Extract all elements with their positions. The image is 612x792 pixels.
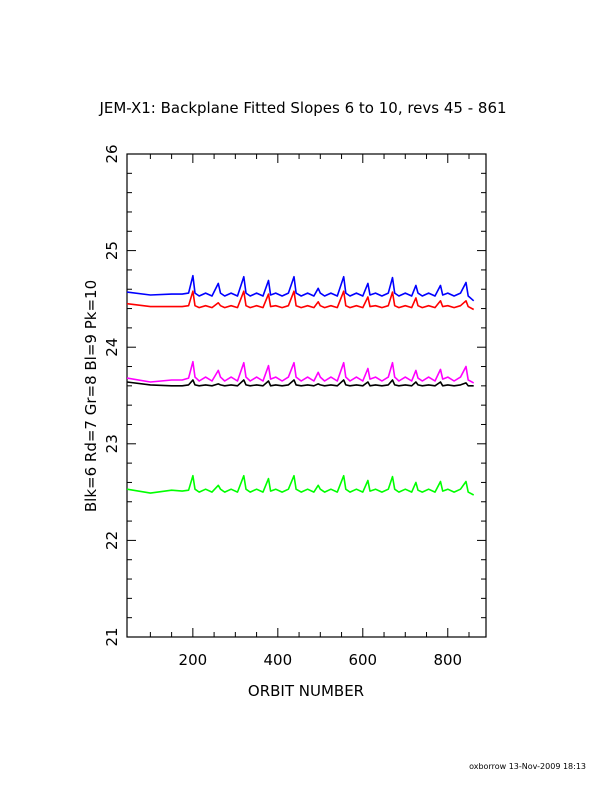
x-tick-label: 400 <box>264 651 293 669</box>
plot-series <box>126 274 475 496</box>
x-axis-label: ORBIT NUMBER <box>248 682 364 700</box>
x-tick-label: 200 <box>179 651 208 669</box>
y-tick-label: 26 <box>103 144 121 163</box>
series-line-5 <box>126 360 475 384</box>
y-tick-label: 23 <box>103 434 121 453</box>
x-tick-label: 600 <box>348 651 377 669</box>
plot-frame <box>126 153 487 638</box>
footer-signature: oxborrow 13-Nov-2009 18:13 <box>469 762 586 771</box>
series-line-3 <box>126 474 475 496</box>
x-tick-label: 800 <box>433 651 462 669</box>
plot-axes: 200 400 600 800 21 22 23 24 25 26 <box>103 144 487 669</box>
series-line-4 <box>126 274 475 302</box>
chart-title: JEM-X1: Backplane Fitted Slopes 6 to 10,… <box>98 99 506 117</box>
y-tick-label: 25 <box>103 241 121 260</box>
series-line-2 <box>126 290 475 311</box>
y-tick-label: 22 <box>103 531 121 550</box>
y-tick-label: 21 <box>103 627 121 646</box>
y-tick-label: 24 <box>103 338 121 357</box>
y-axis-label: Blk=6 Rd=7 Gr=8 Bl=9 Pk=10 <box>82 280 100 512</box>
series-line-1 <box>126 379 474 387</box>
